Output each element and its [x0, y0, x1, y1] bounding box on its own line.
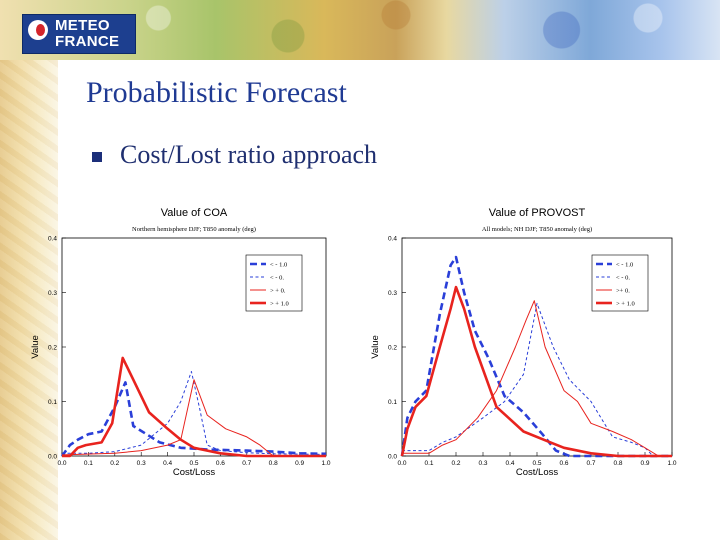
chart-subtitle: Northern hemisphere DJF; T850 anomaly (d…: [132, 226, 256, 233]
paper-texture-strip: [0, 0, 58, 540]
series-line-4: [400, 285, 672, 458]
series-line-1: [60, 381, 327, 457]
y-tick-label: 0.3: [388, 290, 397, 297]
y-tick-label: 0.4: [388, 236, 397, 243]
y-tick-label: 0.2: [388, 345, 397, 352]
legend-label-1: < - 1.0: [270, 262, 287, 269]
x-tick-label: 1.0: [667, 460, 676, 467]
y-tick-label: 0.1: [48, 399, 57, 406]
bullet-square-icon: [92, 152, 102, 162]
x-tick-label: 0.8: [269, 460, 278, 467]
x-tick-label: 0.0: [57, 460, 66, 467]
legend-label-3: >+ 0.: [616, 288, 630, 295]
x-tick-label: 1.0: [321, 460, 330, 467]
x-tick-label: 0.5: [532, 460, 541, 467]
series-line-2: [402, 302, 672, 457]
x-tick-label: 0.6: [559, 460, 568, 467]
y-tick-label: 0.0: [388, 454, 397, 461]
x-tick-label: 0.7: [242, 460, 251, 467]
series-line-3: [61, 379, 326, 457]
x-tick-label: 0.1: [84, 460, 93, 467]
logo-text-line1: METEO: [55, 17, 110, 34]
x-axis-label: Cost/Loss: [516, 467, 558, 478]
x-tick-label: 0.5: [189, 460, 198, 467]
x-tick-label: 0.4: [163, 460, 172, 467]
x-tick-label: 0.1: [424, 460, 433, 467]
y-axis-label: Value: [30, 335, 41, 359]
chart-subtitle: All models; NH DJF; T850 anomaly (deg): [482, 226, 592, 233]
chart-title: Value of PROVOST: [489, 207, 586, 219]
legend-label-1: < - 1.0: [616, 262, 633, 269]
y-tick-label: 0.3: [48, 290, 57, 297]
x-tick-label: 0.4: [505, 460, 514, 467]
legend-label-2: < - 0.: [616, 275, 630, 282]
legend-label-3: > + 0.: [270, 288, 286, 295]
x-axis-label: Cost/Loss: [173, 467, 215, 478]
x-tick-label: 0.9: [295, 460, 304, 467]
x-tick-label: 0.9: [640, 460, 649, 467]
y-tick-label: 0.0: [48, 454, 57, 461]
series-line-4: [62, 356, 326, 458]
legend-box: [245, 254, 303, 312]
x-tick-label: 0.3: [137, 460, 146, 467]
chart-value-of-coa: Value of COA Northern hemisphere DJF; T85…: [30, 207, 331, 478]
legend-label-4: > + 1.0: [616, 301, 635, 308]
x-tick-label: 0.7: [586, 460, 595, 467]
slide-title: Probabilistic Forecast: [86, 76, 347, 109]
x-tick-label: 0.6: [216, 460, 225, 467]
x-tick-label: 0.3: [478, 460, 487, 467]
chart-value-of-provost: Value of PROVOST All models; NH DJF; T850…: [370, 207, 677, 478]
bullet-text: Cost/Lost ratio approach: [120, 140, 378, 169]
x-tick-label: 0.0: [397, 460, 406, 467]
y-tick-label: 0.4: [48, 236, 57, 243]
x-tick-label: 0.2: [110, 460, 119, 467]
logo-globe-icon: [28, 20, 48, 40]
series-line-2: [62, 371, 327, 455]
y-tick-label: 0.2: [48, 345, 57, 352]
x-tick-label: 0.8: [613, 460, 622, 467]
series-line-3: [402, 300, 672, 457]
logo-text-line2: FRANCE: [55, 33, 120, 50]
legend-label-2: < - 0.: [270, 275, 284, 282]
y-axis-label: Value: [370, 335, 381, 359]
meteo-france-logo: METEO FRANCE: [22, 14, 136, 54]
legend-label-4: > + 1.0: [270, 301, 289, 308]
y-tick-label: 0.1: [388, 399, 397, 406]
chart-title: Value of COA: [161, 207, 228, 219]
x-tick-label: 0.2: [451, 460, 460, 467]
